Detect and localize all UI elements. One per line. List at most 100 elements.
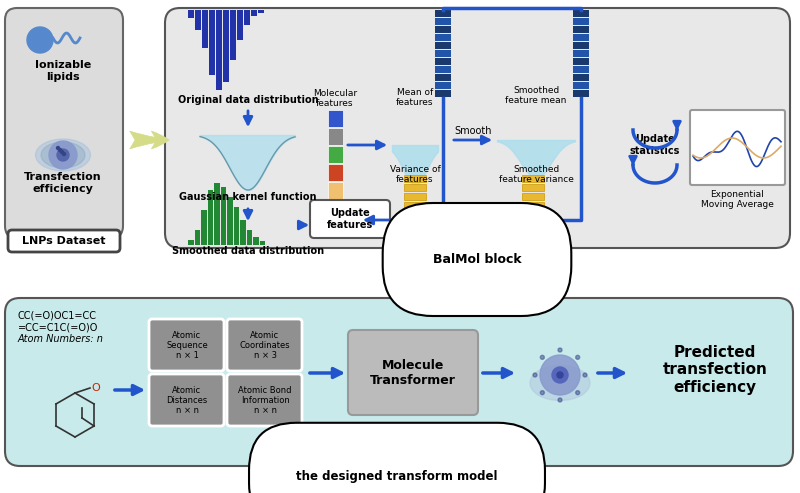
Circle shape <box>57 146 59 149</box>
Bar <box>404 175 426 182</box>
Bar <box>328 128 343 145</box>
FancyBboxPatch shape <box>310 200 390 238</box>
Text: Gaussian kernel function: Gaussian kernel function <box>179 192 317 202</box>
Ellipse shape <box>41 142 85 168</box>
Bar <box>435 34 451 41</box>
Text: Atomic Bond
Information
n × n: Atomic Bond Information n × n <box>238 386 292 416</box>
Text: Original data distribution: Original data distribution <box>178 95 318 105</box>
Bar <box>435 50 451 57</box>
Text: Update
features: Update features <box>327 208 373 230</box>
Circle shape <box>49 141 77 169</box>
Bar <box>328 200 343 217</box>
Circle shape <box>533 373 537 377</box>
Bar <box>234 207 239 245</box>
Bar <box>207 190 213 245</box>
FancyBboxPatch shape <box>690 110 785 185</box>
Bar <box>240 220 246 245</box>
FancyBboxPatch shape <box>149 374 224 426</box>
Bar <box>214 183 219 245</box>
Text: BalMol block: BalMol block <box>433 253 522 266</box>
Bar <box>573 82 589 89</box>
Bar <box>194 230 200 245</box>
Text: Molecular
features: Molecular features <box>313 89 357 108</box>
Bar <box>522 175 544 182</box>
Bar <box>188 240 194 245</box>
Bar <box>522 184 544 191</box>
Bar <box>258 10 264 13</box>
Text: Atomic
Coordinates
n × 3: Atomic Coordinates n × 3 <box>240 331 290 360</box>
Bar <box>573 26 589 33</box>
Bar <box>435 26 451 33</box>
Bar <box>573 42 589 49</box>
Bar <box>435 74 451 81</box>
Circle shape <box>557 372 563 378</box>
FancyBboxPatch shape <box>165 8 790 248</box>
Bar <box>435 10 451 17</box>
Bar <box>237 10 243 40</box>
Text: Predicted
transfection
efficiency: Predicted transfection efficiency <box>662 345 767 395</box>
Ellipse shape <box>35 139 90 171</box>
Bar <box>328 146 343 163</box>
Bar <box>216 10 222 90</box>
Text: Smooth: Smooth <box>454 126 492 136</box>
Text: Ionizable
lipids: Ionizable lipids <box>35 60 91 82</box>
Text: Exponential
Moving Average: Exponential Moving Average <box>701 190 774 210</box>
Bar <box>573 34 589 41</box>
Bar <box>435 42 451 49</box>
Bar <box>234 207 239 245</box>
Bar <box>573 66 589 73</box>
Text: Update
statistics: Update statistics <box>630 134 680 156</box>
Bar <box>195 10 201 30</box>
Bar <box>328 182 343 199</box>
Circle shape <box>62 152 66 155</box>
Text: Molecule
Transformer: Molecule Transformer <box>370 359 456 387</box>
Text: O: O <box>91 383 100 393</box>
Bar <box>573 58 589 65</box>
Bar <box>404 184 426 191</box>
Bar <box>435 90 451 97</box>
Text: =CC=C1C(=O)O: =CC=C1C(=O)O <box>18 322 98 332</box>
Text: Mean of
features: Mean of features <box>396 88 434 107</box>
Circle shape <box>540 355 580 395</box>
Bar <box>201 210 206 245</box>
Text: Smoothed data distribution: Smoothed data distribution <box>172 246 324 256</box>
Circle shape <box>558 398 562 402</box>
Text: the designed transform model: the designed transform model <box>296 470 498 483</box>
Bar <box>259 241 265 245</box>
Text: CC(=O)OC1=CC: CC(=O)OC1=CC <box>18 310 97 320</box>
Bar <box>435 82 451 89</box>
FancyBboxPatch shape <box>5 8 123 238</box>
Text: Smoothed
feature mean: Smoothed feature mean <box>506 86 566 105</box>
Bar <box>522 202 544 209</box>
Bar <box>573 10 589 17</box>
Bar <box>573 74 589 81</box>
Text: Atomic
Distances
n × n: Atomic Distances n × n <box>166 386 208 416</box>
Bar <box>188 240 194 245</box>
Bar <box>259 241 265 245</box>
Bar <box>246 230 252 245</box>
Circle shape <box>540 390 544 395</box>
Bar <box>227 197 233 245</box>
Circle shape <box>61 150 63 153</box>
Text: LNPs Dataset: LNPs Dataset <box>22 236 106 246</box>
Bar <box>230 10 236 60</box>
Circle shape <box>57 149 69 161</box>
Bar <box>253 237 258 245</box>
Bar <box>227 197 233 245</box>
Circle shape <box>552 367 568 383</box>
Bar <box>573 90 589 97</box>
Circle shape <box>576 390 580 395</box>
Text: Atomic
Sequence
n × 1: Atomic Sequence n × 1 <box>166 331 208 360</box>
Bar <box>435 66 451 73</box>
Bar <box>404 202 426 209</box>
FancyBboxPatch shape <box>8 230 120 252</box>
Bar <box>246 230 252 245</box>
Bar <box>202 10 208 48</box>
Circle shape <box>540 355 544 359</box>
Circle shape <box>27 27 53 53</box>
Circle shape <box>583 373 587 377</box>
FancyBboxPatch shape <box>149 319 224 371</box>
Bar <box>328 110 343 127</box>
Bar <box>221 187 226 245</box>
FancyBboxPatch shape <box>227 374 302 426</box>
